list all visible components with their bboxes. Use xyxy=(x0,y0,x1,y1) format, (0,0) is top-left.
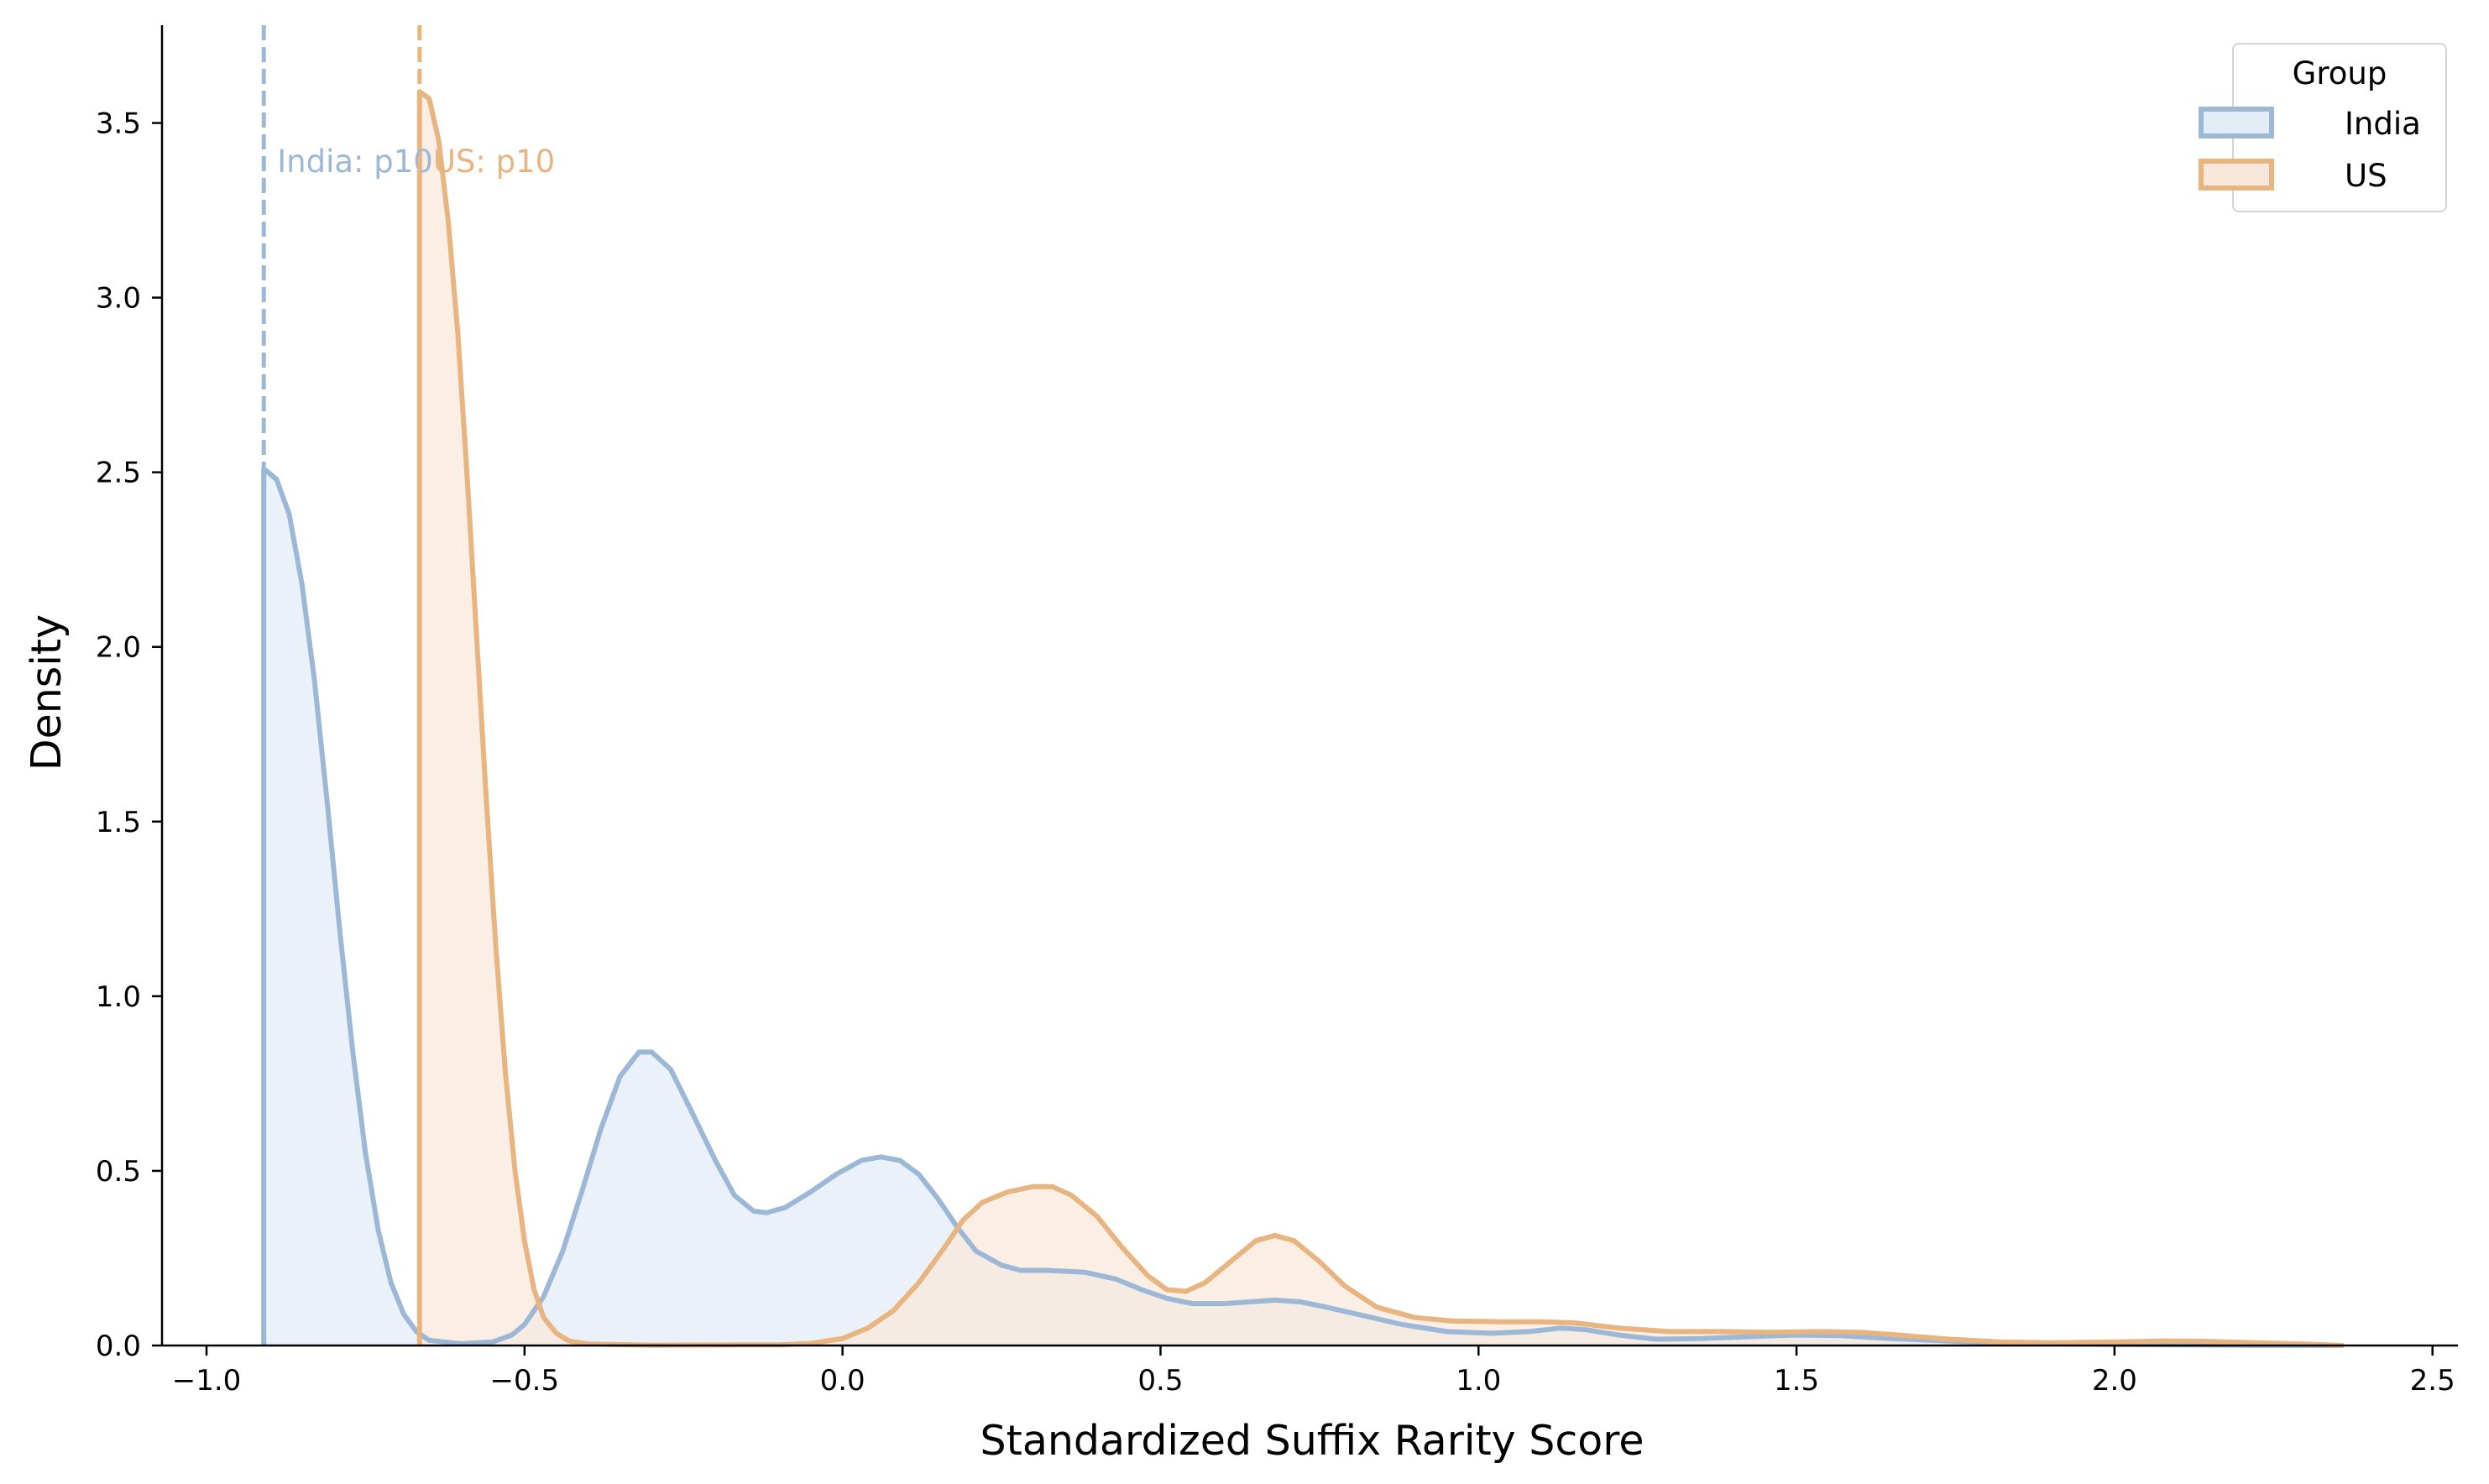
legend-label-us: US xyxy=(2345,158,2387,194)
x-tick-label: 0.5 xyxy=(1137,1364,1183,1398)
x-axis-title: Standardized Suffix Rarity Score xyxy=(980,1417,1645,1465)
x-tick-label: −0.5 xyxy=(490,1364,560,1398)
density-line-us xyxy=(416,89,2344,1348)
y-tick-label: 0.0 xyxy=(96,1330,141,1363)
legend-swatch-india xyxy=(2199,107,2274,138)
x-tick-label: −1.0 xyxy=(172,1364,242,1398)
series-layer xyxy=(261,89,2344,1348)
x-tick-label: 2.5 xyxy=(2410,1364,2455,1398)
x-tick-label: 2.0 xyxy=(2092,1364,2137,1398)
y-axis-title: Density xyxy=(23,614,71,771)
legend: Group India US xyxy=(2199,43,2447,212)
axes: −1.0 −0.5 0.0 0.5 1.0 1.5 2.0 2.5 0.0 0.5 1.0 1.5 2.… xyxy=(96,25,2458,1398)
x-tick-label: 1.5 xyxy=(1774,1364,1819,1398)
y-tick-label: 3.5 xyxy=(96,107,141,141)
y-tick-label: 2.0 xyxy=(96,631,141,665)
x-tick-label: 0.0 xyxy=(820,1364,865,1398)
legend-title: Group xyxy=(2293,55,2387,91)
density-line-india xyxy=(261,466,2344,1348)
reference-label-us: US: p10 xyxy=(433,144,555,180)
y-tick-label: 1.5 xyxy=(96,806,141,839)
legend-swatch-us xyxy=(2199,159,2274,191)
y-tick-label: 0.5 xyxy=(96,1155,141,1189)
reference-label-india: India: p10 xyxy=(277,144,433,180)
reference-lines: India: p10 US: p10 xyxy=(261,25,555,1346)
y-tick-label: 3.0 xyxy=(96,282,141,316)
legend-label-india: India xyxy=(2345,106,2421,142)
y-tick-label: 1.0 xyxy=(96,980,141,1014)
y-tick-label: 2.5 xyxy=(96,457,141,490)
x-tick-label: 1.0 xyxy=(1456,1364,1501,1398)
